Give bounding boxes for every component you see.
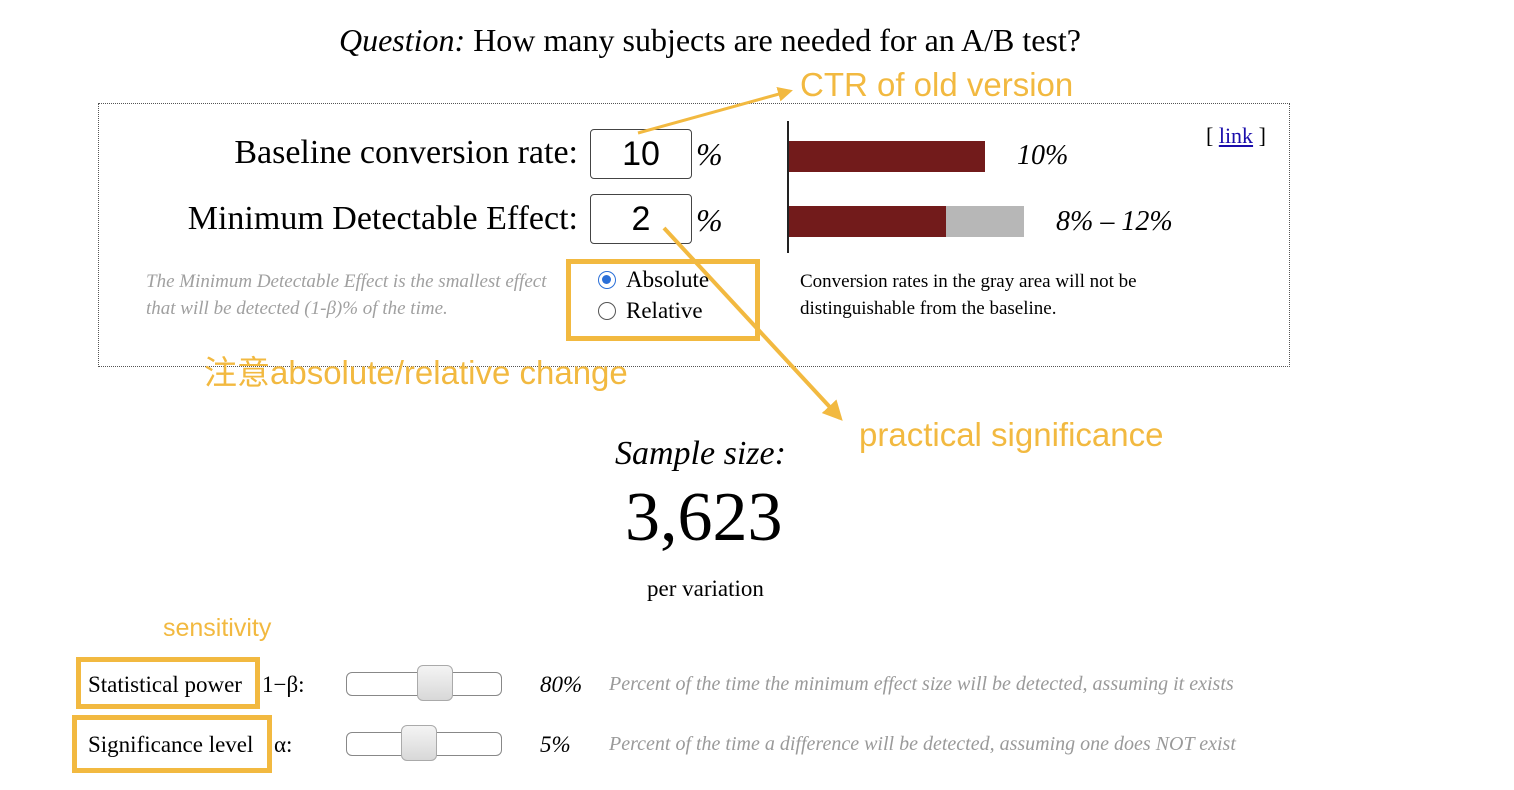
permalink[interactable]: link: [1218, 123, 1254, 148]
radio-relative-indicator[interactable]: [598, 302, 616, 320]
sample-size-value: 3,623: [625, 479, 783, 556]
significance-description: Percent of the time a difference will be…: [609, 733, 1236, 755]
mde-help-text: The Minimum Detectable Effect is the sma…: [146, 271, 547, 319]
power-label: Statistical power: [88, 672, 242, 697]
highlight-significance-box: [72, 715, 272, 773]
gray-area-note: Conversion rates in the gray area will n…: [800, 271, 1137, 319]
mde-bar-lower: [789, 206, 946, 237]
baseline-unit: %: [696, 136, 723, 172]
question-prefix: Question:: [338, 22, 466, 58]
bar-axis: [787, 121, 789, 253]
sample-size-unit: per variation: [647, 576, 764, 601]
annotation-sensitivity: sensitivity: [163, 614, 272, 642]
radio-absolute-indicator[interactable]: [598, 271, 616, 289]
radio-absolute[interactable]: Absolute: [598, 267, 709, 293]
question-text: How many subjects are needed for an A/B …: [473, 22, 1081, 58]
power-slider[interactable]: [346, 665, 502, 701]
baseline-label: Baseline conversion rate:: [234, 134, 578, 171]
baseline-bar: [789, 141, 985, 172]
highlight-power-box: [76, 657, 260, 709]
radio-relative[interactable]: Relative: [598, 298, 703, 324]
annotation-change: 注意absolute/relative change: [204, 354, 628, 391]
practical-arrow: [662, 226, 843, 421]
link-group: [ link ]: [1206, 123, 1266, 149]
annotation-practical: practical significance: [859, 416, 1164, 453]
power-value: 80%: [540, 672, 583, 697]
significance-label: Significance level: [88, 732, 254, 757]
mde-input[interactable]: 2: [590, 194, 692, 244]
mde-label: Minimum Detectable Effect:: [187, 200, 578, 237]
power-description: Percent of the time the minimum effect s…: [609, 673, 1234, 695]
significance-slider[interactable]: [346, 725, 502, 761]
link-open-bracket: [: [1206, 123, 1214, 148]
baseline-input[interactable]: 10: [590, 129, 692, 179]
annotation-ctr: CTR of old version: [800, 66, 1074, 103]
mde-unit: %: [696, 202, 723, 238]
ctr-arrow: [637, 86, 793, 135]
mde-bar-label: 8% – 12%: [1056, 206, 1173, 237]
question-heading: Question: How many subjects are needed f…: [0, 22, 1420, 59]
link-close-bracket: ]: [1258, 123, 1266, 148]
baseline-bar-label: 10%: [1017, 140, 1069, 171]
power-slider-thumb[interactable]: [417, 665, 453, 701]
significance-symbol: α:: [274, 732, 293, 757]
power-symbol: 1−β:: [262, 672, 305, 697]
radio-absolute-label: Absolute: [626, 267, 710, 292]
significance-slider-thumb[interactable]: [401, 725, 437, 761]
sample-size-label: Sample size:: [615, 435, 786, 472]
mde-bar-gray-area: [945, 206, 1025, 237]
radio-relative-label: Relative: [626, 298, 703, 323]
highlight-radio-box: [566, 259, 760, 341]
significance-value: 5%: [540, 732, 571, 757]
input-panel: [98, 103, 1290, 367]
